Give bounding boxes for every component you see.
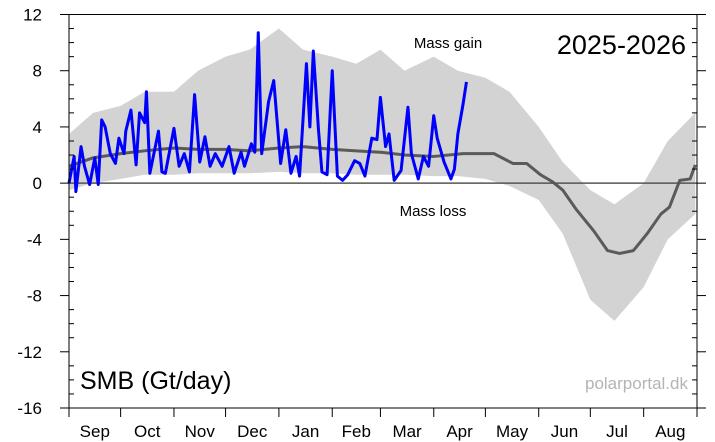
x-tick-label: Oct xyxy=(134,422,161,441)
chart-title: 2025-2026 xyxy=(557,30,686,60)
current-season-line xyxy=(67,31,468,194)
x-tick-label: Dec xyxy=(237,422,268,441)
y-tick-label: -8 xyxy=(27,287,42,306)
mass-gain-label: Mass gain xyxy=(414,35,482,52)
x-tick-label: Aug xyxy=(655,422,685,441)
y-tick-label: -4 xyxy=(27,230,42,249)
y-axis-label: SMB (Gt/day) xyxy=(80,367,231,395)
y-tick-label: -16 xyxy=(17,399,42,418)
x-tick-label: Jul xyxy=(606,422,628,441)
y-axis: 12 8 4 0 -4 -8 -12 -16 xyxy=(17,6,706,418)
x-tick-label: Jan xyxy=(292,422,319,441)
y-tick-label: 0 xyxy=(33,174,42,193)
x-tick-label: Feb xyxy=(342,422,371,441)
mass-loss-label: Mass loss xyxy=(400,203,467,220)
y-tick-label: -12 xyxy=(17,343,42,362)
x-tick-label: Jun xyxy=(551,422,578,441)
y-tick-label: 8 xyxy=(33,62,42,81)
y-tick-label: 4 xyxy=(33,118,42,137)
y-tick-label: 12 xyxy=(23,6,42,25)
range-band xyxy=(69,28,696,321)
x-tick-label: Mar xyxy=(392,422,422,441)
x-tick-label: Apr xyxy=(446,422,473,441)
range-band-layer xyxy=(69,28,696,321)
x-tick-label: Sep xyxy=(80,422,110,441)
watermark: polarportal.dk xyxy=(585,374,689,393)
x-axis: Sep Oct Nov Dec Jan Feb Mar Apr May Jun Jul Aug xyxy=(68,408,698,441)
current-line-layer xyxy=(67,31,468,194)
x-tick-label: May xyxy=(496,422,529,441)
x-tick-label: Nov xyxy=(185,422,216,441)
